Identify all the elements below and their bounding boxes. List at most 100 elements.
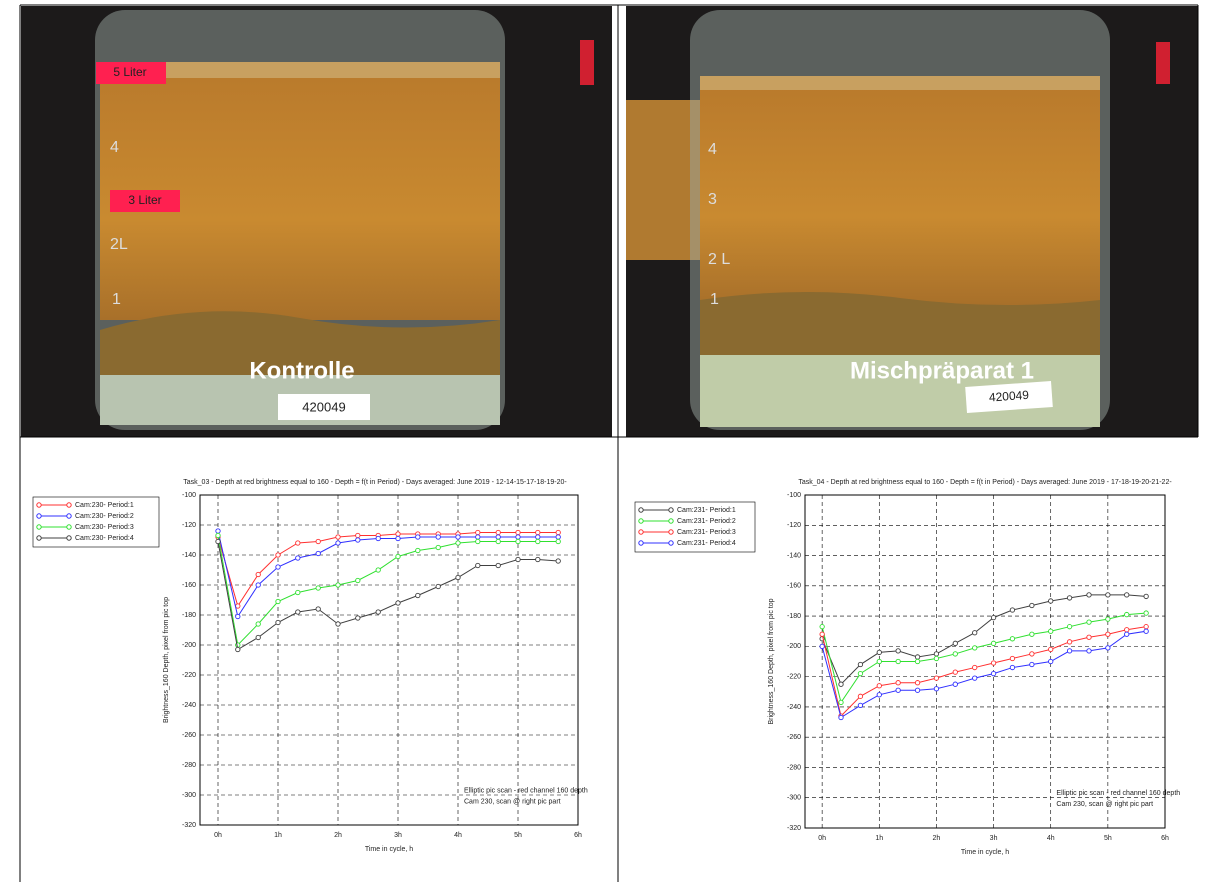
chart: Task_03 - Depth at red brightness equal …	[33, 479, 588, 853]
data-point	[376, 536, 380, 540]
data-point	[1049, 629, 1053, 633]
data-point	[1144, 611, 1148, 615]
chart-title: Task_04 - Depth at red brightness equal …	[798, 479, 1172, 486]
photo-caption: Kontrolle	[249, 357, 354, 384]
data-point	[934, 652, 938, 656]
data-point	[276, 620, 280, 624]
data-point	[436, 535, 440, 539]
legend-marker	[37, 525, 41, 529]
data-point	[556, 535, 560, 539]
scale-label: 4	[110, 139, 119, 156]
data-point	[896, 680, 900, 684]
legend-label: Cam:230- Period:3	[75, 524, 134, 531]
y-tick-label: -260	[787, 734, 801, 741]
data-point	[973, 631, 977, 635]
data-point	[556, 530, 560, 534]
legend-marker	[639, 519, 643, 523]
y-tick-label: -320	[182, 822, 196, 829]
data-point	[1125, 628, 1129, 632]
data-point	[1010, 665, 1014, 669]
y-tick-label: -180	[787, 613, 801, 620]
data-point	[1125, 612, 1129, 616]
legend-marker	[67, 525, 71, 529]
y-tick-label: -160	[787, 583, 801, 590]
scale-label: 1	[112, 291, 121, 308]
data-point	[256, 572, 260, 576]
data-point	[991, 661, 995, 665]
data-point	[256, 583, 260, 587]
data-point	[1030, 603, 1034, 607]
y-tick-label: -140	[182, 552, 196, 559]
data-point	[877, 693, 881, 697]
scale-label: 2L	[110, 236, 128, 253]
data-point	[396, 532, 400, 536]
data-point	[896, 688, 900, 692]
x-tick-label: 3h	[990, 835, 998, 842]
data-point	[934, 687, 938, 691]
data-point	[296, 610, 300, 614]
data-point	[396, 601, 400, 605]
y-tick-label: -120	[182, 522, 196, 529]
data-point	[839, 682, 843, 686]
data-point	[516, 557, 520, 561]
data-point	[896, 659, 900, 663]
y-tick-label: -300	[787, 795, 801, 802]
legend-marker	[669, 519, 673, 523]
data-point	[556, 559, 560, 563]
data-point	[436, 545, 440, 549]
y-tick-label: -240	[787, 704, 801, 711]
data-point	[1106, 646, 1110, 650]
sample-tag-label: 420049	[988, 388, 1029, 405]
data-point	[416, 593, 420, 597]
cap	[580, 40, 594, 85]
data-point	[476, 535, 480, 539]
tape-label: 5 Liter	[113, 65, 146, 79]
data-point	[915, 688, 919, 692]
x-axis-label: Time in cycle, h	[961, 849, 1009, 856]
y-tick-label: -280	[182, 762, 196, 769]
data-point	[1106, 593, 1110, 597]
data-point	[858, 662, 862, 666]
side-beaker	[626, 100, 701, 260]
legend-marker	[67, 536, 71, 540]
data-point	[820, 644, 824, 648]
data-point	[877, 684, 881, 688]
data-point	[336, 622, 340, 626]
data-point	[536, 530, 540, 534]
data-point	[476, 563, 480, 567]
y-axis-label: Brightness_160 Depth, pixel from pic top	[768, 598, 775, 724]
y-tick-label: -140	[787, 552, 801, 559]
data-point	[953, 641, 957, 645]
x-tick-label: 5h	[1104, 835, 1112, 842]
data-point	[1067, 649, 1071, 653]
scale-label: 3	[708, 191, 717, 208]
legend-marker	[669, 541, 673, 545]
plot-area	[200, 495, 578, 825]
data-point	[496, 530, 500, 534]
data-point	[896, 649, 900, 653]
data-point	[416, 535, 420, 539]
data-point	[456, 575, 460, 579]
data-point	[216, 539, 220, 543]
scale-label: 2 L	[708, 251, 730, 268]
y-axis-label: Brightness_160 Depth, pixel from pic top	[163, 597, 170, 723]
data-point	[376, 568, 380, 572]
data-point	[396, 554, 400, 558]
data-point	[953, 670, 957, 674]
data-point	[1049, 647, 1053, 651]
data-point	[356, 616, 360, 620]
data-point	[556, 539, 560, 543]
data-point	[276, 599, 280, 603]
legend-marker	[37, 514, 41, 518]
y-tick-label: -280	[787, 764, 801, 771]
data-point	[973, 676, 977, 680]
data-point	[973, 646, 977, 650]
series-line	[822, 595, 1146, 684]
data-point	[236, 614, 240, 618]
series-line	[822, 631, 1146, 717]
photo-mischpraeparat: 4 3 2 L 1 Mischpräparat 1 420049	[626, 6, 1198, 437]
y-tick-label: -320	[787, 825, 801, 832]
data-point	[336, 535, 340, 539]
data-point	[973, 665, 977, 669]
y-tick-label: -260	[182, 732, 196, 739]
